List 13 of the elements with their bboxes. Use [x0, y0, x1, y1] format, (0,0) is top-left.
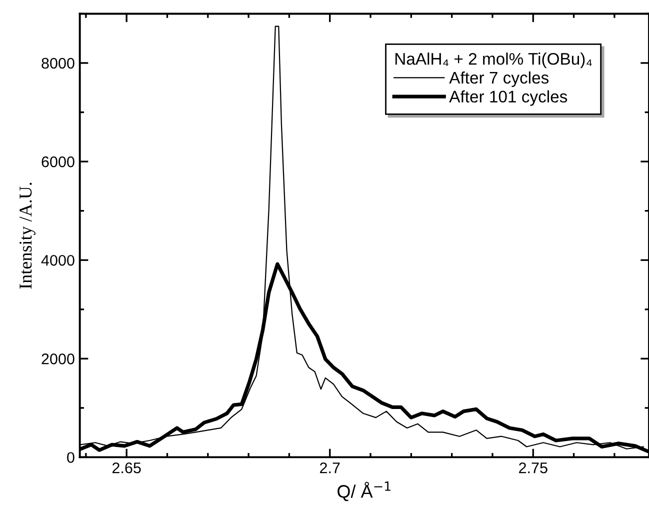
y-tick-label: 0 [67, 452, 74, 463]
y-axis-title: Intensity /A.U. [20, 182, 36, 289]
legend-title: NaAlH₄ + 2 mol% Ti(OBu)₄ [395, 52, 592, 68]
y-tick-label: 2000 [42, 354, 74, 364]
legend-label: After 7 cycles [449, 71, 549, 87]
y-tick-label: 6000 [42, 156, 74, 168]
x-tick-label: 2.65 [112, 462, 141, 474]
legend-label: After 101 cycles [449, 90, 568, 106]
y-tick-label: 4000 [41, 254, 74, 266]
x-axis-title: Q/ Å$^{−1}$ [338, 482, 390, 502]
x-tick-label: 2.75 [519, 462, 548, 474]
y-tick-label: 8000 [42, 58, 74, 69]
x-tick-label: 2.7 [320, 462, 340, 474]
